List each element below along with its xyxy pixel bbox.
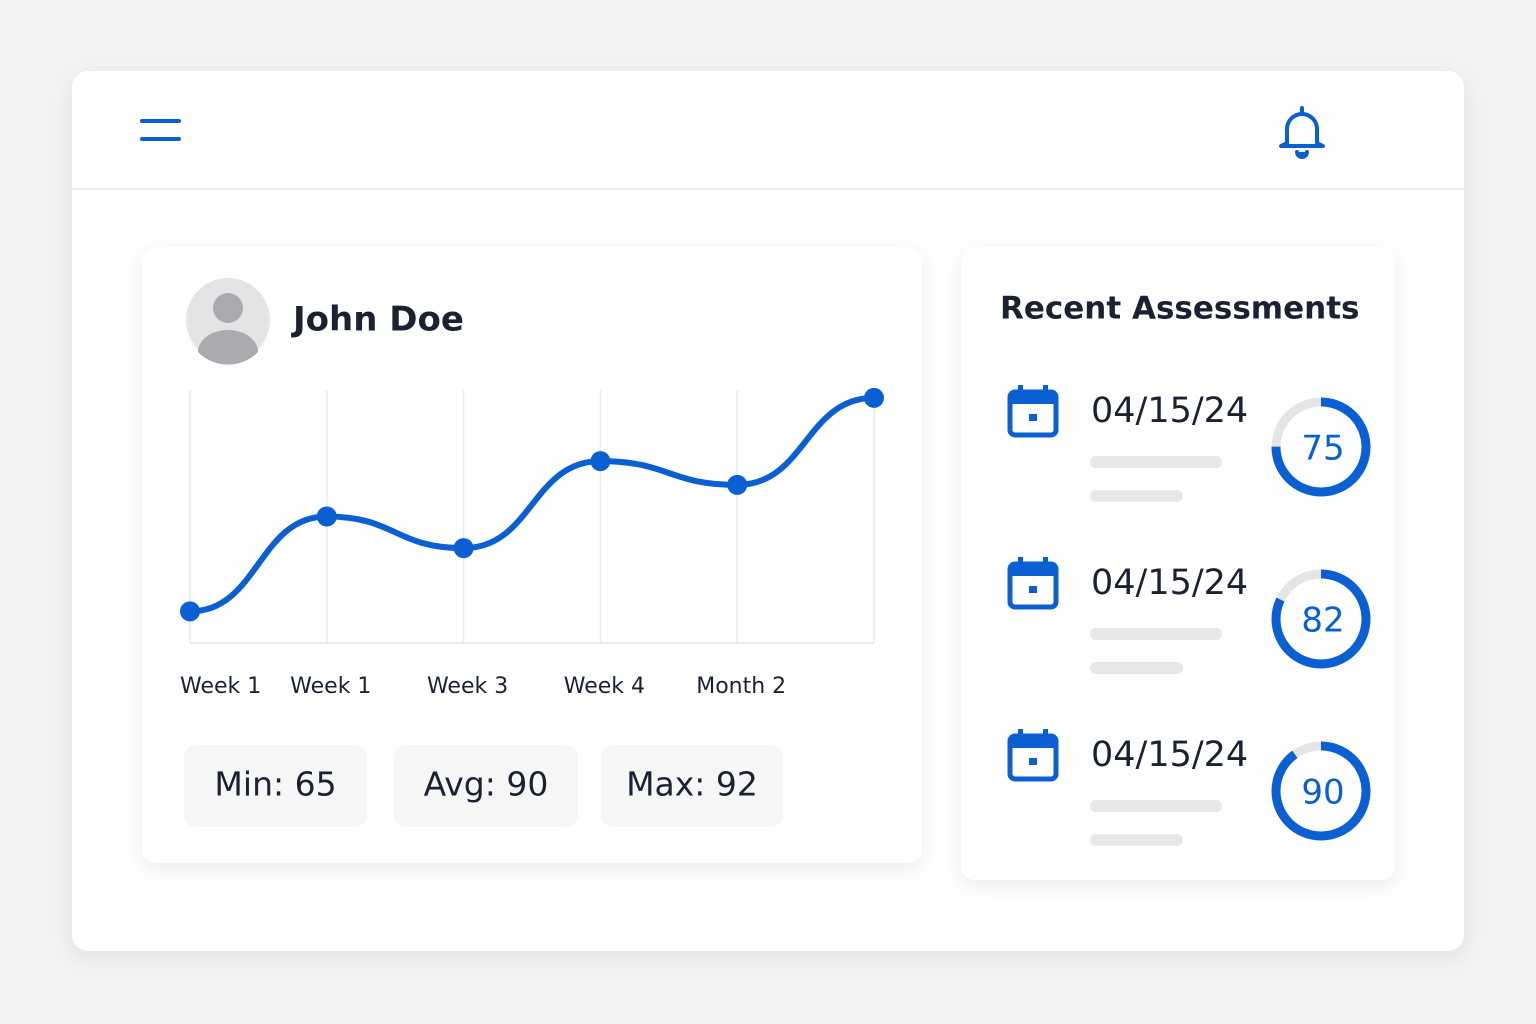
calendar-header — [1010, 564, 1056, 576]
x-tick-label: Week 1 — [290, 674, 371, 699]
progress-chart: Week 1 Week 1 Week 3 Week 4 Month 2 — [180, 387, 884, 699]
calendar-ring — [1018, 729, 1023, 739]
calendar-ring — [1043, 385, 1048, 395]
placeholder-line — [1090, 800, 1222, 812]
calendar-icon — [1007, 557, 1059, 610]
score-line — [187, 394, 877, 615]
score-ring — [1271, 741, 1371, 841]
x-tick-label: Week 1 — [180, 674, 261, 699]
calendar-day — [1029, 586, 1037, 593]
data-point — [453, 538, 474, 559]
stat-chip — [601, 745, 783, 827]
menu-button[interactable] — [140, 119, 181, 141]
stat-label: Avg: 90 — [424, 765, 549, 804]
calendar-ring — [1043, 729, 1048, 739]
calendar-day — [1029, 758, 1037, 765]
calendar-header — [1010, 736, 1056, 748]
profile-card — [142, 247, 922, 863]
data-point — [316, 506, 337, 527]
assessments-title: Recent Assessments — [1000, 291, 1359, 327]
data-point — [590, 451, 611, 472]
assessment-date: 04/15/24 — [1091, 735, 1248, 775]
data-point — [864, 387, 884, 408]
data-point — [727, 474, 748, 495]
stat-label: Min: 65 — [214, 765, 336, 804]
score-label: 90 — [1301, 773, 1344, 813]
score-ring — [1271, 569, 1371, 669]
calendar-day — [1029, 414, 1037, 421]
calendar-icon — [1007, 385, 1059, 438]
stat-chip — [184, 745, 367, 827]
score-label: 82 — [1301, 601, 1344, 641]
assessment-date: 04/15/24 — [1091, 391, 1248, 431]
placeholder-line — [1090, 834, 1183, 846]
assessment-list: 04/15/24 75 04/15/24 82 04/15/24 90 — [1007, 385, 1371, 846]
calendar-ring — [1043, 557, 1048, 567]
placeholder-line — [1090, 628, 1222, 640]
stat-chip — [394, 745, 578, 827]
x-tick-label: Week 4 — [564, 674, 645, 699]
calendar-icon — [1007, 729, 1059, 782]
avatar — [186, 278, 270, 365]
placeholder-line — [1090, 456, 1222, 468]
stat-label: Max: 92 — [626, 765, 758, 804]
score-ring — [1271, 397, 1371, 497]
x-tick-label: Week 3 — [427, 674, 508, 699]
assessment-date: 04/15/24 — [1091, 563, 1248, 603]
assessments-card — [961, 247, 1395, 880]
stats: Min: 65 Avg: 90 Max: 92 — [184, 745, 783, 827]
notification-bell[interactable] — [1279, 106, 1325, 159]
calendar-ring — [1018, 557, 1023, 567]
score-label: 75 — [1301, 429, 1344, 469]
x-tick-label: Month 2 — [696, 674, 786, 699]
calendar-ring — [1018, 385, 1023, 395]
calendar-header — [1010, 392, 1056, 404]
profile-name: John Doe — [291, 300, 464, 340]
placeholder-line — [1090, 490, 1183, 502]
placeholder-line — [1090, 662, 1183, 674]
data-point — [180, 601, 200, 622]
